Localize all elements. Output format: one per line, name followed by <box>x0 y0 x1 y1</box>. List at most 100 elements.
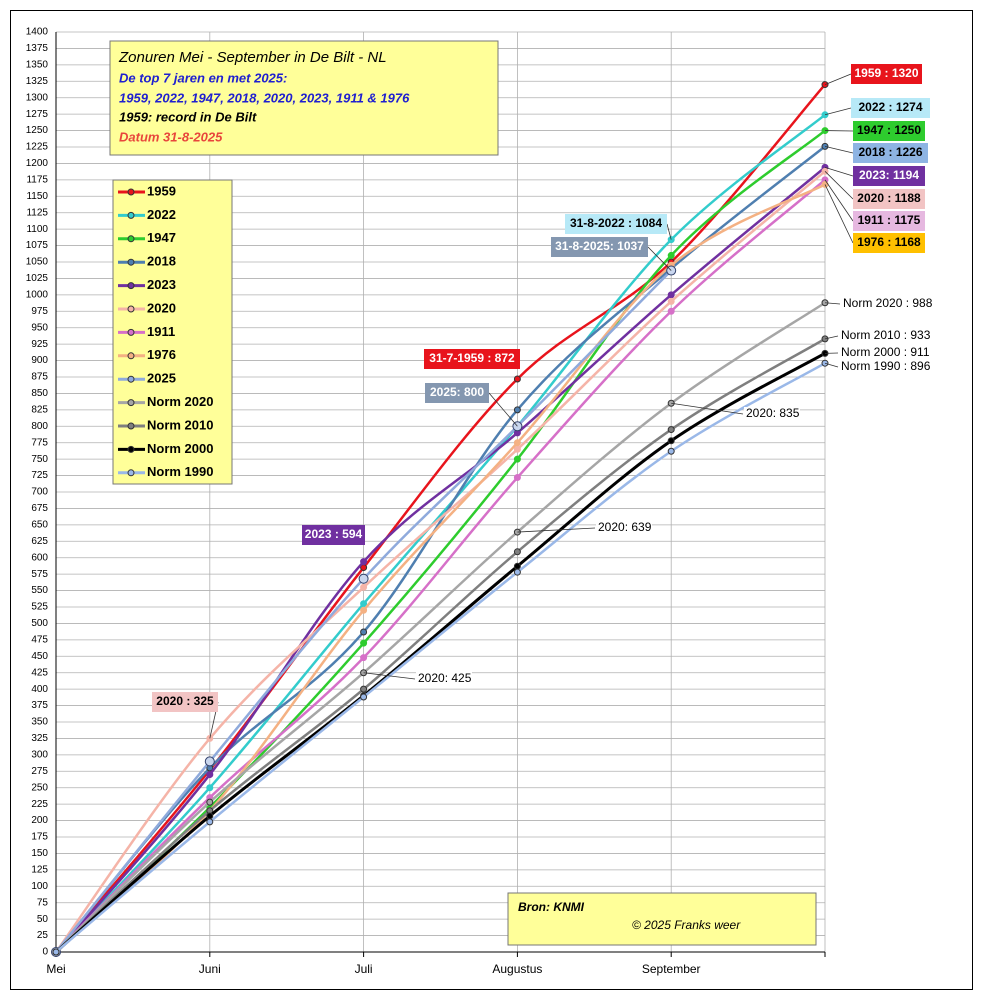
source: Bron: KNMI <box>518 900 585 914</box>
data-point <box>668 308 674 314</box>
y-tick-label: 1150 <box>26 191 48 202</box>
y-tick-label: 525 <box>31 602 48 613</box>
data-point <box>514 446 520 452</box>
y-tick-label: 550 <box>31 585 48 596</box>
data-point <box>514 407 520 413</box>
x-tick-label: September <box>642 962 701 976</box>
annotation: Norm 1990 : 896 <box>841 359 931 373</box>
data-point <box>668 252 674 258</box>
legend-label: Norm 2000 <box>147 441 213 456</box>
y-tick-label: 75 <box>37 897 49 908</box>
x-tick-label: Mei <box>46 962 65 976</box>
y-tick-label: 950 <box>31 322 48 333</box>
annotation: 1947 : 1250 <box>857 123 921 137</box>
legend-label: 2018 <box>147 254 176 269</box>
x-tick-label: Augustus <box>492 962 542 976</box>
legend-marker <box>128 376 134 382</box>
legend-marker <box>128 306 134 312</box>
data-point <box>359 574 368 583</box>
data-point <box>514 376 520 382</box>
data-point <box>668 427 674 433</box>
annotation: 2025: 800 <box>430 385 484 399</box>
y-tick-label: 325 <box>31 733 48 744</box>
data-point <box>361 629 367 635</box>
y-tick-label: 750 <box>31 454 48 465</box>
y-tick-label: 575 <box>31 569 48 580</box>
annotation: 2018 : 1226 <box>858 145 922 159</box>
y-tick-label: 1300 <box>26 92 49 103</box>
legend-label: 1911 <box>147 324 175 339</box>
annotation: Norm 2010 : 933 <box>841 328 931 342</box>
y-tick-label: 1350 <box>26 59 49 70</box>
y-tick-label: 0 <box>42 947 48 958</box>
legend-label: 2022 <box>147 207 176 222</box>
legend-label: 1976 <box>147 347 176 362</box>
data-point <box>361 607 367 613</box>
y-tick-label: 675 <box>31 503 48 514</box>
y-tick-label: 1400 <box>26 27 49 38</box>
data-point <box>207 813 213 819</box>
data-point <box>668 298 674 304</box>
data-point <box>514 549 520 555</box>
annotation: 2023 : 594 <box>305 527 363 541</box>
legend-marker <box>128 329 134 335</box>
frame <box>11 11 973 990</box>
legend-marker <box>128 259 134 265</box>
y-tick-label: 1125 <box>26 207 48 218</box>
data-point <box>514 440 520 446</box>
data-point <box>514 563 520 569</box>
y-tick-label: 875 <box>31 372 48 383</box>
legend-label: Norm 1990 <box>147 464 213 479</box>
data-point <box>207 819 213 825</box>
y-tick-label: 475 <box>31 634 48 645</box>
annotation: 2020 : 325 <box>156 694 214 708</box>
data-point <box>361 559 367 565</box>
data-point <box>207 799 213 805</box>
data-point <box>361 686 367 692</box>
y-tick-label: 725 <box>31 470 48 481</box>
y-tick-label: 150 <box>31 848 48 859</box>
y-tick-label: 925 <box>31 339 48 350</box>
legend-label: Norm 2020 <box>147 394 213 409</box>
y-tick-label: 250 <box>31 782 48 793</box>
y-tick-label: 225 <box>31 799 48 810</box>
annotation: 1911 : 1175 <box>858 213 921 227</box>
annotation: Norm 2000 : 911 <box>841 345 930 359</box>
y-tick-label: 625 <box>31 536 48 547</box>
data-point <box>207 772 213 778</box>
y-tick-label: 600 <box>31 552 48 563</box>
x-tick-label: Juni <box>199 962 221 976</box>
y-tick-label: 1000 <box>26 289 49 300</box>
y-tick-label: 375 <box>31 700 48 711</box>
legend-label: 2020 <box>147 300 176 315</box>
y-tick-label: 1275 <box>26 109 49 120</box>
legend-label: 1947 <box>147 230 176 245</box>
annotation: 31-8-2025: 1037 <box>555 239 644 253</box>
data-point <box>668 438 674 444</box>
y-tick-label: 400 <box>31 684 48 695</box>
annotation: Norm 2020 : 988 <box>843 296 933 310</box>
y-tick-label: 425 <box>31 667 48 678</box>
annotation: 31-7-1959 : 872 <box>429 351 515 365</box>
y-tick-label: 1325 <box>26 76 49 87</box>
y-tick-label: 1175 <box>26 174 48 185</box>
y-tick-label: 25 <box>37 930 49 941</box>
annotation: 2023: 1194 <box>859 168 919 182</box>
annotation: 2020 : 1188 <box>857 191 921 205</box>
legend-marker <box>128 400 134 406</box>
data-point <box>514 569 520 575</box>
legend-label: 2025 <box>147 371 176 386</box>
y-tick-label: 1200 <box>26 158 49 169</box>
legend-marker <box>128 236 134 242</box>
annotation: 2020: 835 <box>746 406 800 420</box>
annotation: 2022 : 1274 <box>858 100 922 114</box>
y-tick-label: 650 <box>31 519 48 530</box>
y-tick-label: 500 <box>31 618 48 629</box>
data-point <box>514 475 520 481</box>
data-point <box>361 640 367 646</box>
y-tick-label: 1075 <box>26 240 49 251</box>
y-tick-label: 775 <box>31 437 48 448</box>
legend-marker <box>128 423 134 429</box>
source: © 2025 Franks weer <box>632 918 741 932</box>
